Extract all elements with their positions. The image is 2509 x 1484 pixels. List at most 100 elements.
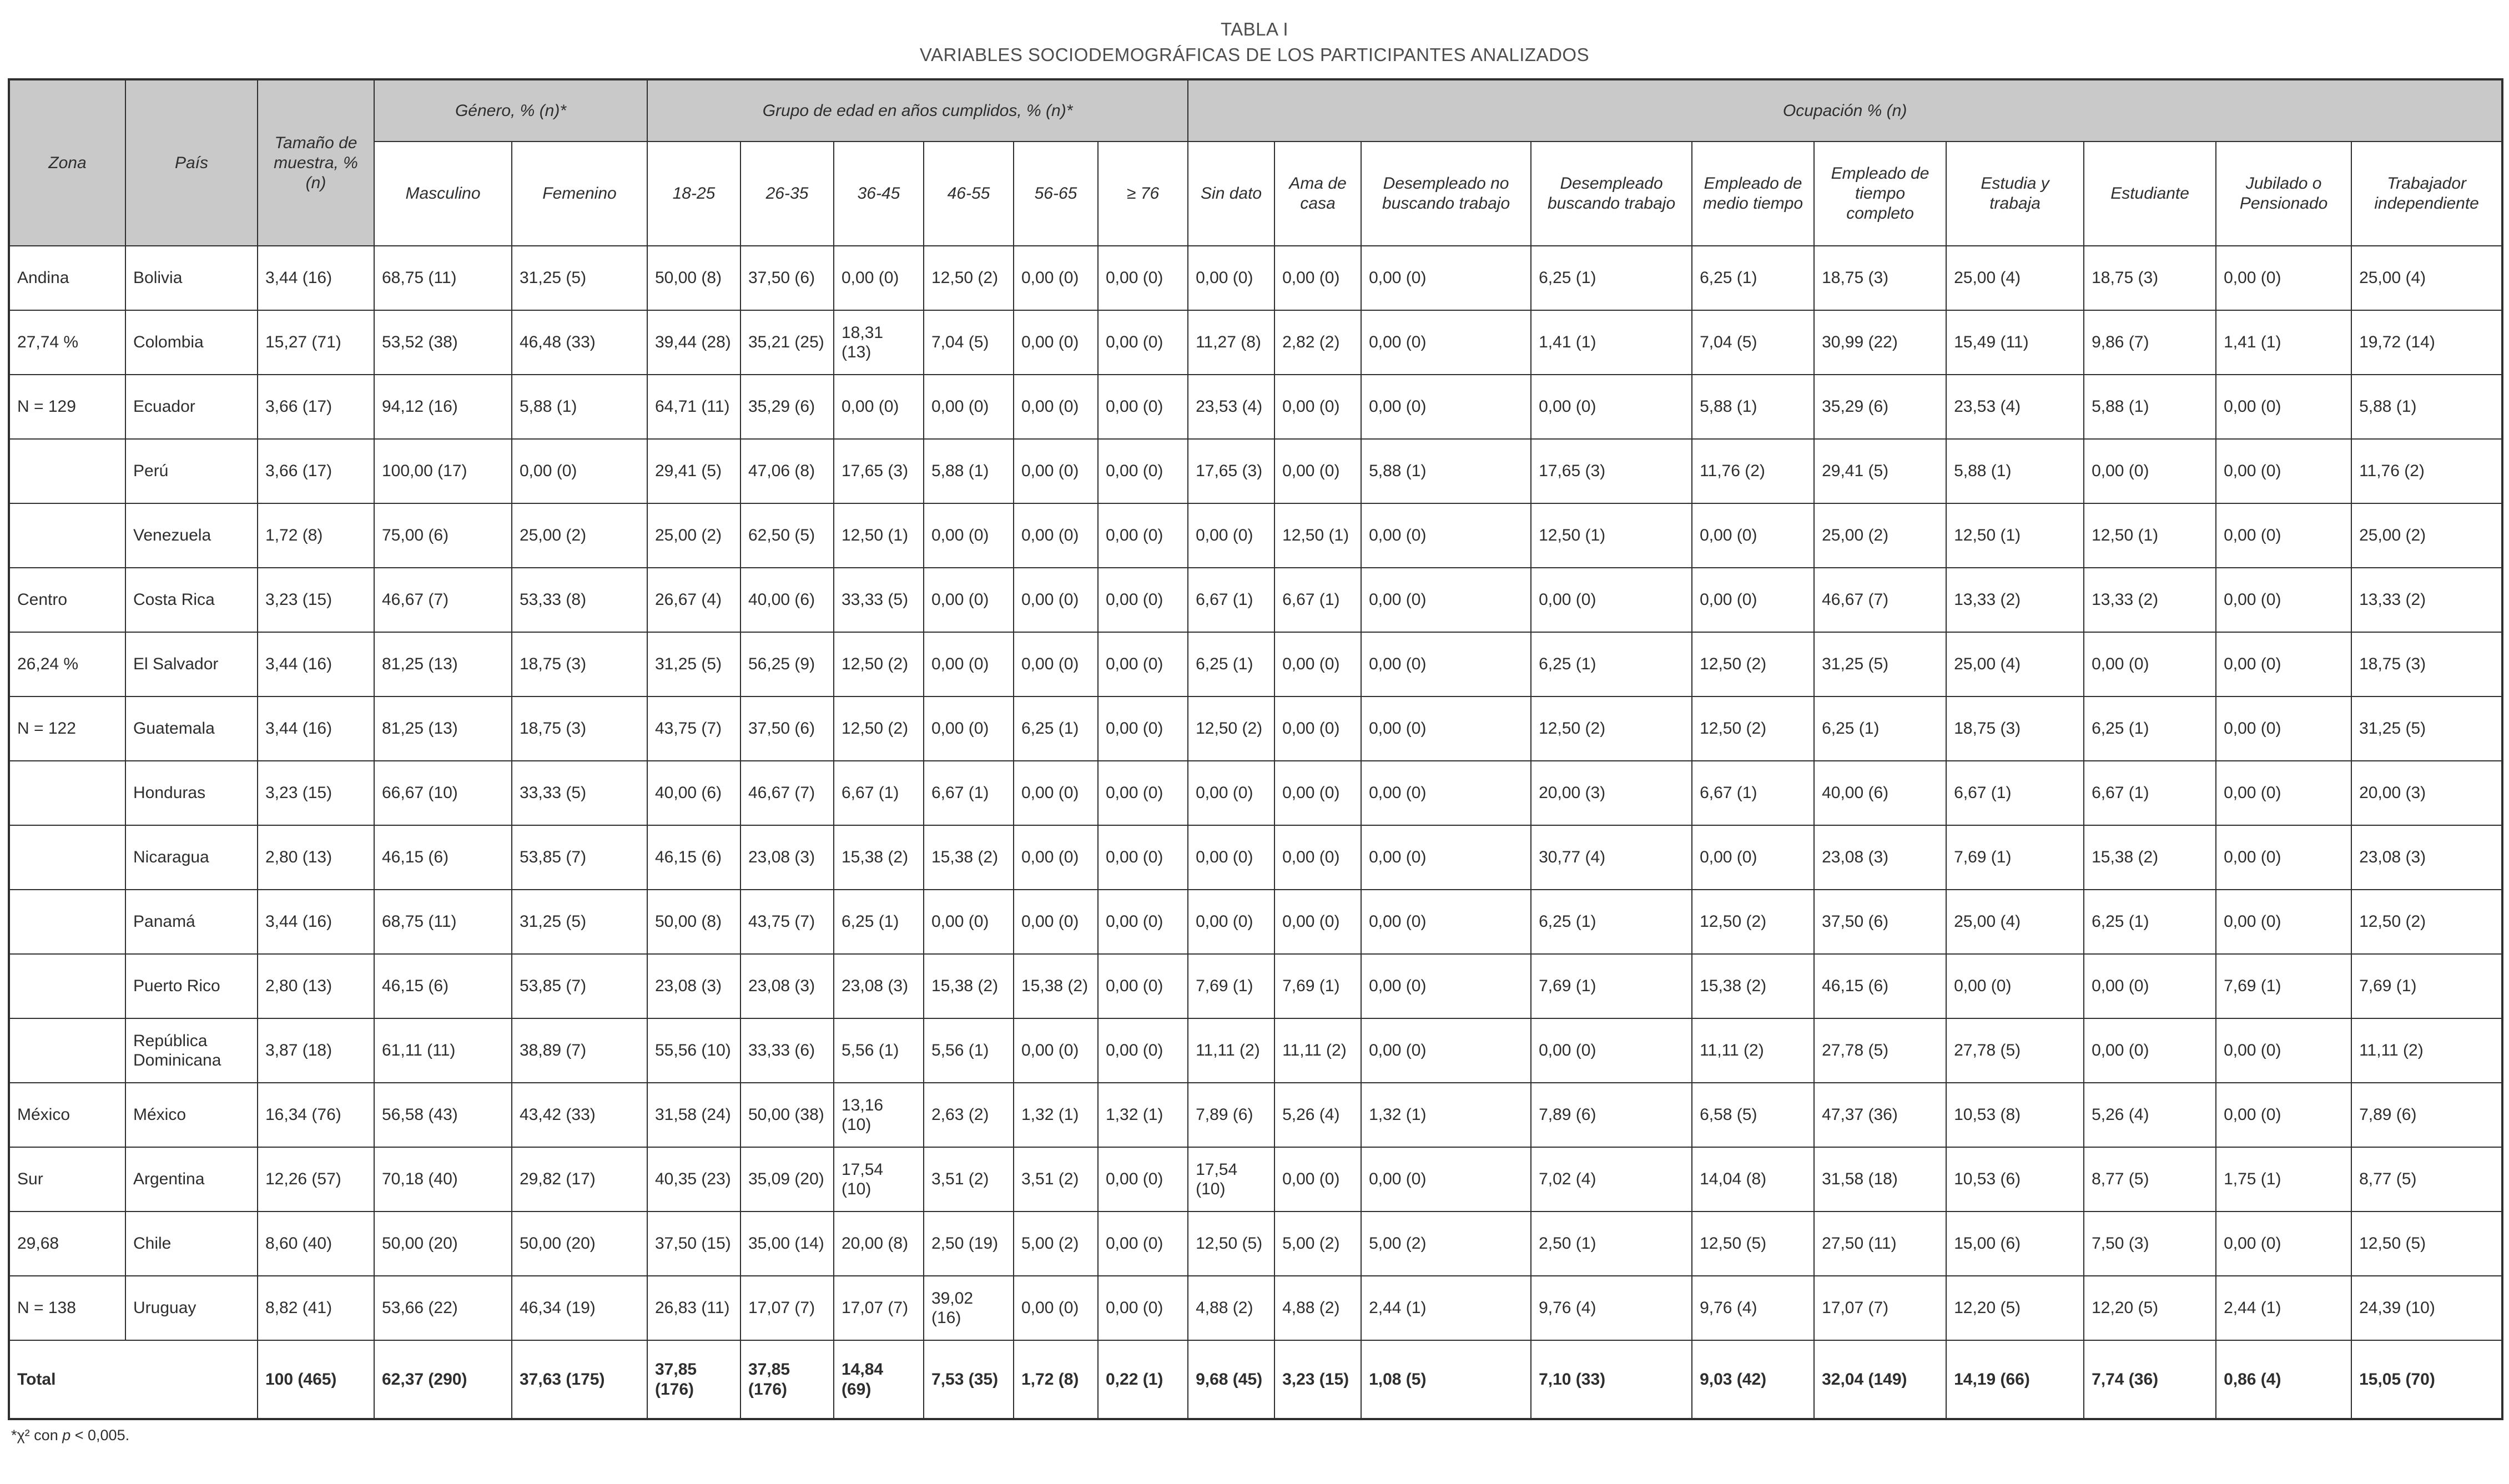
- cell-value: 33,33 (5): [511, 760, 648, 826]
- cell-value: 15,38 (2): [1013, 953, 1099, 1019]
- cell-value: 0,00 (0): [923, 374, 1014, 440]
- cell-total-value: 7,74 (36): [2083, 1340, 2217, 1420]
- cell-value: 0,00 (0): [1274, 632, 1362, 698]
- cell-value: 0,00 (0): [2215, 696, 2352, 762]
- header-ocupacion-4: Empleado de medio tiempo: [1691, 141, 1815, 247]
- cell-value: 2,80 (13): [257, 825, 375, 891]
- cell-pais: Chile: [125, 1211, 258, 1277]
- cell-value: 17,65 (3): [1187, 438, 1276, 504]
- cell-value: 2,50 (1): [1530, 1211, 1693, 1277]
- cell-pais: Ecuador: [125, 374, 258, 440]
- cell-pais: Nicaragua: [125, 825, 258, 891]
- cell-value: 25,00 (4): [1946, 245, 2085, 311]
- cell-zona: [8, 889, 126, 955]
- cell-value: 35,29 (6): [740, 374, 834, 440]
- header-edad-2: 36-45: [833, 141, 924, 247]
- cell-value: 46,15 (6): [374, 953, 512, 1019]
- table-caption: VARIABLES SOCIODEMOGRÁFICAS DE LOS PARTI…: [919, 44, 1590, 65]
- cell-value: 26,67 (4): [647, 567, 741, 633]
- cell-value: 61,11 (11): [374, 1018, 512, 1084]
- cell-value: 6,67 (1): [2083, 760, 2217, 826]
- cell-value: 0,00 (0): [2215, 1082, 2352, 1148]
- cell-value: 0,00 (0): [1361, 1147, 1532, 1213]
- cell-value: 9,76 (4): [1530, 1275, 1693, 1341]
- cell-value: 6,25 (1): [833, 889, 924, 955]
- cell-value: 0,00 (0): [1274, 696, 1362, 762]
- cell-value: 18,75 (3): [1946, 696, 2085, 762]
- cell-value: 0,00 (0): [1097, 438, 1189, 504]
- table-row: Perú 3,66 (17) 100,00 (17) 0,00 (0) 29,41 (5…: [8, 438, 2503, 504]
- cell-value: 23,53 (4): [1187, 374, 1276, 440]
- cell-value: 0,00 (0): [1530, 1018, 1693, 1084]
- cell-value: 46,67 (7): [740, 760, 834, 826]
- cell-zona: [8, 825, 126, 891]
- header-edad-5: ≥ 76: [1097, 141, 1189, 247]
- cell-pais: Perú: [125, 438, 258, 504]
- cell-value: 30,77 (4): [1530, 825, 1693, 891]
- page: TABLA I VARIABLES SOCIODEMOGRÁFICAS DE L…: [8, 19, 2504, 1444]
- cell-value: 94,12 (16): [374, 374, 512, 440]
- cell-value: 17,54 (10): [833, 1147, 924, 1213]
- table-row: México México 16,34 (76) 56,58 (43) 43,42 (3…: [8, 1082, 2503, 1148]
- cell-value: 5,26 (4): [1274, 1082, 1362, 1148]
- cell-value: 18,75 (3): [2083, 245, 2217, 311]
- cell-pais: República Dominicana: [125, 1018, 258, 1084]
- cell-value: 0,00 (0): [1013, 503, 1099, 569]
- header-genero-1: Femenino: [511, 141, 648, 247]
- cell-value: 26,83 (11): [647, 1275, 741, 1341]
- cell-value: 0,00 (0): [1946, 953, 2085, 1019]
- cell-value: 12,50 (5): [2351, 1211, 2503, 1277]
- cell-value: 3,44 (16): [257, 696, 375, 762]
- cell-value: 3,44 (16): [257, 245, 375, 311]
- cell-value: 0,00 (0): [1013, 760, 1099, 826]
- footnote-stat: p: [62, 1427, 71, 1444]
- cell-value: 50,00 (20): [511, 1211, 648, 1277]
- cell-pais: Panamá: [125, 889, 258, 955]
- cell-value: 47,37 (36): [1813, 1082, 1947, 1148]
- cell-value: 0,00 (0): [1097, 1211, 1189, 1277]
- cell-value: 20,00 (3): [2351, 760, 2503, 826]
- table-row: Andina Bolivia 3,44 (16) 68,75 (11) 31,25 (5…: [8, 245, 2503, 311]
- header-genero-group: Género, % (n)*: [374, 79, 648, 143]
- cell-value: 0,00 (0): [1691, 567, 1815, 633]
- cell-value: 12,26 (57): [257, 1147, 375, 1213]
- cell-pais: Costa Rica: [125, 567, 258, 633]
- cell-zona: Andina: [8, 245, 126, 311]
- header-edad-3: 46-55: [923, 141, 1014, 247]
- cell-value: 18,75 (3): [511, 696, 648, 762]
- cell-value: 0,00 (0): [2083, 1018, 2217, 1084]
- cell-value: 0,00 (0): [1187, 245, 1276, 311]
- cell-value: 37,50 (15): [647, 1211, 741, 1277]
- cell-value: 6,25 (1): [1013, 696, 1099, 762]
- cell-value: 6,25 (1): [2083, 889, 2217, 955]
- cell-value: 11,27 (8): [1187, 310, 1276, 376]
- cell-value: 9,86 (7): [2083, 310, 2217, 376]
- cell-total-value: 3,23 (15): [1274, 1340, 1362, 1420]
- cell-value: 15,38 (2): [2083, 825, 2217, 891]
- cell-value: 0,00 (0): [1691, 503, 1815, 569]
- cell-value: 7,69 (1): [1187, 953, 1276, 1019]
- cell-value: 0,00 (0): [511, 438, 648, 504]
- cell-total-value: 15,05 (70): [2351, 1340, 2503, 1420]
- cell-value: 23,08 (3): [647, 953, 741, 1019]
- cell-value: 6,25 (1): [1691, 245, 1815, 311]
- cell-zona: México: [8, 1082, 126, 1148]
- cell-value: 17,07 (7): [740, 1275, 834, 1341]
- cell-value: 12,50 (2): [2351, 889, 2503, 955]
- cell-value: 35,21 (25): [740, 310, 834, 376]
- cell-pais: Puerto Rico: [125, 953, 258, 1019]
- cell-value: 0,00 (0): [1274, 245, 1362, 311]
- cell-total-value: 1,08 (5): [1361, 1340, 1532, 1420]
- cell-value: 0,00 (0): [1274, 374, 1362, 440]
- cell-value: 27,78 (5): [1813, 1018, 1947, 1084]
- cell-value: 31,25 (5): [1813, 632, 1947, 698]
- cell-value: 7,50 (3): [2083, 1211, 2217, 1277]
- cell-total-value: 9,03 (42): [1691, 1340, 1815, 1420]
- cell-zona: 26,24 %: [8, 632, 126, 698]
- cell-value: 2,80 (13): [257, 953, 375, 1019]
- cell-value: 8,77 (5): [2351, 1147, 2503, 1213]
- header-ocupacion-group: Ocupación % (n): [1187, 79, 2503, 143]
- cell-value: 8,60 (40): [257, 1211, 375, 1277]
- cell-value: 50,00 (38): [740, 1082, 834, 1148]
- header-tamano: Tamaño de muestra, % (n): [257, 79, 375, 247]
